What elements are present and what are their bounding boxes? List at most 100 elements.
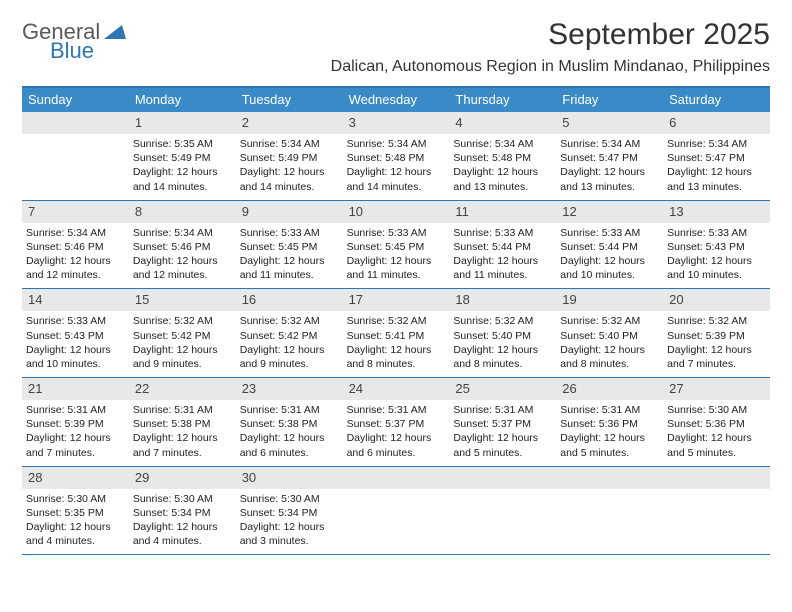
calendar-day: 19Sunrise: 5:32 AMSunset: 5:40 PMDayligh…: [556, 289, 663, 377]
sunset-text: Sunset: 5:35 PM: [26, 506, 125, 520]
day-number: 12: [562, 204, 576, 219]
calendar-day: 21Sunrise: 5:31 AMSunset: 5:39 PMDayligh…: [22, 378, 129, 466]
sunrise-text: Sunrise: 5:34 AM: [453, 137, 552, 151]
day-number-row: 30: [236, 467, 343, 489]
day-number: 19: [562, 292, 576, 307]
sunset-text: Sunset: 5:38 PM: [240, 417, 339, 431]
daylight-text: Daylight: 12 hours and 3 minutes.: [240, 520, 339, 548]
day-info: Sunrise: 5:32 AMSunset: 5:40 PMDaylight:…: [453, 314, 552, 371]
sunrise-text: Sunrise: 5:31 AM: [26, 403, 125, 417]
day-number-row: 1: [129, 112, 236, 134]
title-block: September 2025 Dalican, Autonomous Regio…: [331, 18, 770, 76]
daylight-text: Daylight: 12 hours and 8 minutes.: [560, 343, 659, 371]
weekday-header-row: Sunday Monday Tuesday Wednesday Thursday…: [22, 88, 770, 112]
day-number-row: 18: [449, 289, 556, 311]
sunrise-text: Sunrise: 5:33 AM: [240, 226, 339, 240]
sunrise-text: Sunrise: 5:32 AM: [560, 314, 659, 328]
page: General Blue September 2025 Dalican, Aut…: [0, 0, 792, 565]
daylight-text: Daylight: 12 hours and 10 minutes.: [26, 343, 125, 371]
calendar-day: .: [343, 467, 450, 555]
day-number: 24: [349, 381, 363, 396]
sunrise-text: Sunrise: 5:32 AM: [133, 314, 232, 328]
day-number: 15: [135, 292, 149, 307]
weekday-header: Saturday: [663, 88, 770, 112]
calendar-day: 9Sunrise: 5:33 AMSunset: 5:45 PMDaylight…: [236, 201, 343, 289]
sunset-text: Sunset: 5:43 PM: [26, 329, 125, 343]
day-number: 8: [135, 204, 142, 219]
calendar-day: 25Sunrise: 5:31 AMSunset: 5:37 PMDayligh…: [449, 378, 556, 466]
page-title: September 2025: [331, 18, 770, 52]
sunset-text: Sunset: 5:44 PM: [560, 240, 659, 254]
sunrise-text: Sunrise: 5:31 AM: [240, 403, 339, 417]
sunrise-text: Sunrise: 5:32 AM: [240, 314, 339, 328]
sunrise-text: Sunrise: 5:32 AM: [667, 314, 766, 328]
daylight-text: Daylight: 12 hours and 10 minutes.: [560, 254, 659, 282]
calendar-day: 20Sunrise: 5:32 AMSunset: 5:39 PMDayligh…: [663, 289, 770, 377]
day-info: Sunrise: 5:34 AMSunset: 5:46 PMDaylight:…: [133, 226, 232, 283]
sunset-text: Sunset: 5:42 PM: [240, 329, 339, 343]
sunrise-text: Sunrise: 5:32 AM: [347, 314, 446, 328]
calendar-day: 12 Sunrise: 5:33 AMSunset: 5:44 PMDayligh…: [556, 201, 663, 289]
sunrise-text: Sunrise: 5:34 AM: [26, 226, 125, 240]
daylight-text: Daylight: 12 hours and 6 minutes.: [240, 431, 339, 459]
day-number-row: .: [22, 112, 129, 134]
day-number: 14: [28, 292, 42, 307]
calendar-day: 7Sunrise: 5:34 AMSunset: 5:46 PMDaylight…: [22, 201, 129, 289]
daylight-text: Daylight: 12 hours and 4 minutes.: [133, 520, 232, 548]
day-number-row: 2: [236, 112, 343, 134]
day-number-row: .: [663, 467, 770, 489]
daylight-text: Daylight: 12 hours and 10 minutes.: [667, 254, 766, 282]
day-info: Sunrise: 5:30 AMSunset: 5:34 PMDaylight:…: [240, 492, 339, 549]
day-info: Sunrise: 5:34 AMSunset: 5:47 PMDaylight:…: [667, 137, 766, 194]
day-number-row: 13: [663, 201, 770, 223]
day-info: Sunrise: 5:33 AMSunset: 5:44 PMDaylight:…: [560, 226, 659, 283]
day-number-row: 21: [22, 378, 129, 400]
day-number-row: 10: [343, 201, 450, 223]
calendar-day: 1Sunrise: 5:35 AMSunset: 5:49 PMDaylight…: [129, 112, 236, 200]
weekday-header: Tuesday: [236, 88, 343, 112]
calendar-day: 10Sunrise: 5:33 AMSunset: 5:45 PMDayligh…: [343, 201, 450, 289]
calendar-day: 28Sunrise: 5:30 AMSunset: 5:35 PMDayligh…: [22, 467, 129, 555]
day-number: 27: [669, 381, 683, 396]
daylight-text: Daylight: 12 hours and 8 minutes.: [453, 343, 552, 371]
day-number-row: 5: [556, 112, 663, 134]
sunrise-text: Sunrise: 5:34 AM: [560, 137, 659, 151]
weekday-header: Sunday: [22, 88, 129, 112]
daylight-text: Daylight: 12 hours and 12 minutes.: [26, 254, 125, 282]
daylight-text: Daylight: 12 hours and 7 minutes.: [133, 431, 232, 459]
day-info: Sunrise: 5:34 AMSunset: 5:48 PMDaylight:…: [453, 137, 552, 194]
day-info: Sunrise: 5:30 AMSunset: 5:36 PMDaylight:…: [667, 403, 766, 460]
day-number: 6: [669, 115, 676, 130]
sunrise-text: Sunrise: 5:35 AM: [133, 137, 232, 151]
sunset-text: Sunset: 5:39 PM: [26, 417, 125, 431]
sunrise-text: Sunrise: 5:33 AM: [560, 226, 659, 240]
calendar-day: 3Sunrise: 5:34 AMSunset: 5:48 PMDaylight…: [343, 112, 450, 200]
header: General Blue September 2025 Dalican, Aut…: [22, 18, 770, 76]
day-number-row: 4: [449, 112, 556, 134]
calendar-day: .: [449, 467, 556, 555]
daylight-text: Daylight: 12 hours and 14 minutes.: [347, 165, 446, 193]
day-number: 16: [242, 292, 256, 307]
day-number-row: .: [556, 467, 663, 489]
day-number: 18: [455, 292, 469, 307]
sunrise-text: Sunrise: 5:34 AM: [240, 137, 339, 151]
daylight-text: Daylight: 12 hours and 9 minutes.: [240, 343, 339, 371]
day-info: Sunrise: 5:33 AMSunset: 5:43 PMDaylight:…: [667, 226, 766, 283]
sunset-text: Sunset: 5:34 PM: [240, 506, 339, 520]
sunrise-text: Sunrise: 5:33 AM: [347, 226, 446, 240]
sunset-text: Sunset: 5:46 PM: [26, 240, 125, 254]
calendar-week: .1Sunrise: 5:35 AMSunset: 5:49 PMDayligh…: [22, 112, 770, 201]
day-number: 13: [669, 204, 683, 219]
daylight-text: Daylight: 12 hours and 5 minutes.: [667, 431, 766, 459]
daylight-text: Daylight: 12 hours and 7 minutes.: [667, 343, 766, 371]
daylight-text: Daylight: 12 hours and 13 minutes.: [667, 165, 766, 193]
day-number-row: 9: [236, 201, 343, 223]
calendar-day: .: [556, 467, 663, 555]
daylight-text: Daylight: 12 hours and 9 minutes.: [133, 343, 232, 371]
daylight-text: Daylight: 12 hours and 6 minutes.: [347, 431, 446, 459]
day-number: 3: [349, 115, 356, 130]
day-number-row: 6: [663, 112, 770, 134]
day-number: 2: [242, 115, 249, 130]
calendar-week: 7Sunrise: 5:34 AMSunset: 5:46 PMDaylight…: [22, 201, 770, 290]
day-info: Sunrise: 5:32 AMSunset: 5:41 PMDaylight:…: [347, 314, 446, 371]
